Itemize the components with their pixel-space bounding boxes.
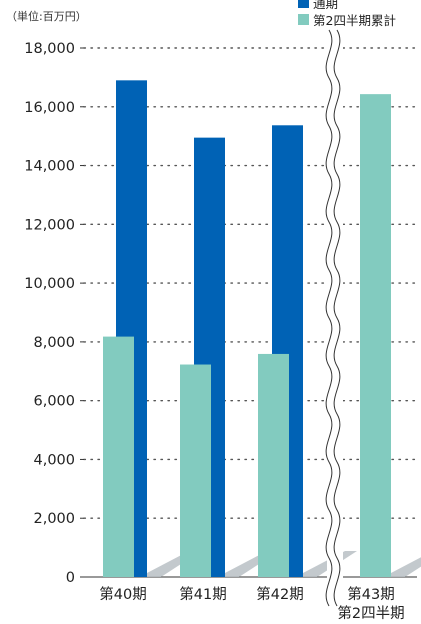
bar-shadow — [391, 557, 421, 577]
axis-break-gap — [327, 28, 343, 608]
legend-item-h2: 第2四半期累計 — [298, 11, 396, 28]
y-tick-label: 12,000 — [24, 217, 75, 233]
axis-break-line — [325, 29, 333, 607]
x-tick-label: 第2四半期 — [337, 604, 404, 622]
x-tick-label: 第40期 — [99, 585, 146, 603]
y-tick-label: 4,000 — [33, 452, 75, 468]
x-tick-label: 第42期 — [256, 585, 303, 603]
legend-swatch-h2 — [298, 14, 309, 25]
x-tick-label: 第41期 — [179, 585, 226, 603]
unit-label: （単位:百万円） — [6, 10, 87, 23]
y-tick-label: 2,000 — [33, 511, 75, 527]
legend-label-full-year: 通期 — [313, 0, 339, 11]
bar-h2 — [180, 364, 211, 577]
y-tick-label: 8,000 — [33, 335, 75, 351]
y-tick-label: 6,000 — [33, 394, 75, 410]
bar-h2 — [103, 336, 134, 577]
y-tick-label: 10,000 — [24, 276, 75, 292]
y-tick-label: 14,000 — [24, 159, 75, 175]
legend: 通期 第2四半期累計 — [298, 0, 396, 28]
y-tick-label: 18,000 — [24, 41, 75, 57]
y-tick-label: 0 — [66, 570, 75, 586]
legend-swatch-full-year — [298, 0, 309, 8]
axis-break-line — [333, 29, 341, 607]
x-tick-label: 第43期 — [347, 585, 394, 603]
legend-label-h2: 第2四半期累計 — [313, 13, 396, 28]
legend-item-full-year: 通期 — [298, 0, 396, 11]
bar-h2 — [258, 353, 289, 577]
bar-h2 — [360, 94, 391, 577]
y-tick-label: 16,000 — [24, 100, 75, 116]
